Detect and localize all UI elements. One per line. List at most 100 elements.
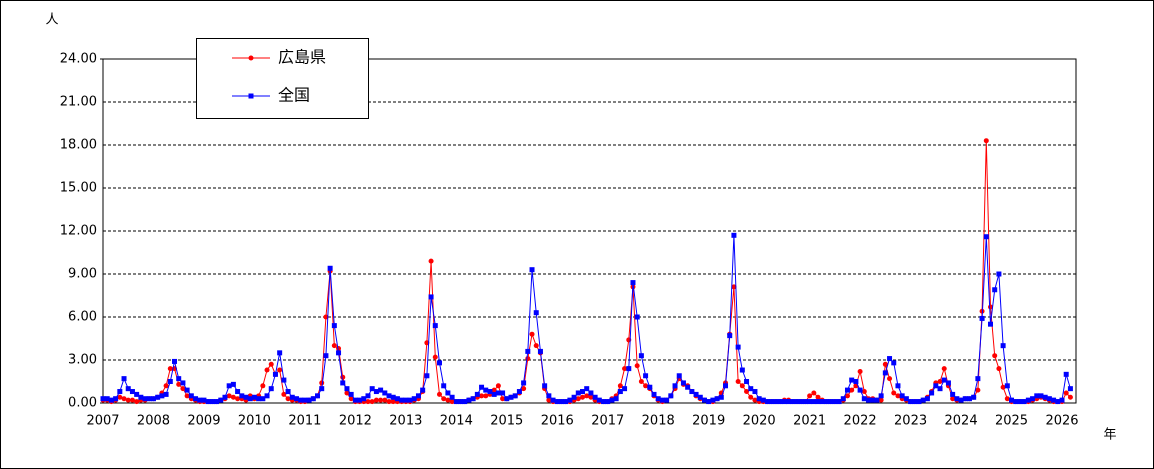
data-point (874, 397, 880, 403)
data-point (256, 396, 262, 402)
data-point (163, 383, 169, 389)
data-point (129, 389, 135, 395)
data-point (634, 363, 640, 369)
data-point (979, 315, 985, 321)
data-point (744, 379, 750, 384)
y-tick-label: 18.00 (60, 138, 97, 153)
data-point (352, 397, 358, 403)
data-point (891, 360, 897, 366)
data-point (765, 399, 771, 405)
data-point (727, 333, 733, 339)
x-tick-label: 2015 (490, 414, 523, 429)
data-point (769, 399, 775, 405)
x-tick-label: 2018 (642, 414, 675, 429)
data-point (239, 393, 245, 399)
legend-marker (248, 55, 254, 61)
data-point (945, 380, 951, 386)
data-point (260, 396, 266, 402)
data-point (378, 397, 384, 403)
data-point (781, 399, 787, 405)
data-point (521, 380, 527, 386)
data-point (567, 397, 573, 403)
data-point (407, 397, 413, 403)
data-point (180, 380, 186, 386)
data-point (739, 383, 745, 389)
data-point (205, 399, 211, 405)
data-point (382, 390, 388, 396)
data-point (1055, 399, 1061, 405)
data-point (373, 397, 379, 403)
data-point (487, 389, 493, 395)
data-point (134, 399, 140, 405)
data-point (1063, 371, 1069, 377)
data-point (533, 343, 539, 349)
data-point (310, 396, 316, 402)
data-point (108, 397, 114, 403)
data-point (1063, 390, 1069, 396)
data-point (125, 397, 131, 403)
data-point (193, 396, 199, 402)
data-point (950, 391, 956, 397)
data-point (466, 397, 472, 403)
data-point (180, 386, 186, 392)
data-point (815, 394, 821, 400)
data-point (512, 393, 518, 399)
data-point (861, 396, 867, 402)
data-point (399, 397, 405, 403)
x-tick-label: 2017 (591, 414, 624, 429)
data-point (626, 366, 632, 372)
data-point (298, 397, 304, 403)
data-point (184, 393, 190, 399)
data-point (176, 376, 182, 382)
data-point (668, 393, 674, 399)
data-point (962, 396, 968, 402)
data-point (432, 354, 438, 360)
data-point (992, 287, 998, 293)
data-point (870, 397, 876, 403)
data-point (483, 393, 489, 399)
data-point (323, 314, 329, 320)
y-tick-label: 15.00 (60, 181, 97, 196)
data-point (933, 383, 939, 389)
data-point (138, 394, 144, 400)
data-point (1000, 343, 1006, 349)
data-point (546, 393, 552, 399)
y-axis-label: 人 (45, 13, 58, 28)
data-point (500, 396, 506, 402)
data-point (1059, 397, 1065, 403)
data-point (394, 396, 400, 402)
y-tick-label: 0.00 (68, 396, 97, 411)
data-point (529, 267, 535, 273)
data-point (689, 389, 695, 395)
data-point (306, 397, 312, 403)
data-point (857, 368, 863, 374)
data-point (348, 396, 354, 402)
data-point (495, 390, 501, 396)
data-point (807, 393, 813, 399)
data-point (924, 396, 930, 402)
data-point (361, 396, 367, 402)
data-point (916, 399, 922, 405)
data-point (113, 396, 119, 402)
data-point (428, 258, 434, 264)
data-point (1038, 393, 1044, 399)
x-tick-label: 2010 (238, 414, 271, 429)
data-point (163, 391, 169, 397)
data-point (735, 344, 741, 350)
data-point (125, 386, 131, 392)
data-point (844, 393, 850, 399)
data-point (563, 399, 569, 405)
data-point (129, 397, 135, 403)
data-point (739, 367, 745, 373)
grid: 0.00 3.00 6.00 9.00 12.00 15.00 18.00 21.00 24.0… (60, 52, 1079, 429)
data-point (226, 393, 232, 399)
y-tick-label: 12.00 (60, 224, 97, 239)
data-point (676, 373, 682, 379)
data-point (617, 383, 623, 389)
data-point (643, 383, 649, 389)
data-point (815, 399, 821, 405)
data-point (235, 389, 241, 395)
data-point (327, 265, 333, 271)
data-point (331, 323, 337, 329)
